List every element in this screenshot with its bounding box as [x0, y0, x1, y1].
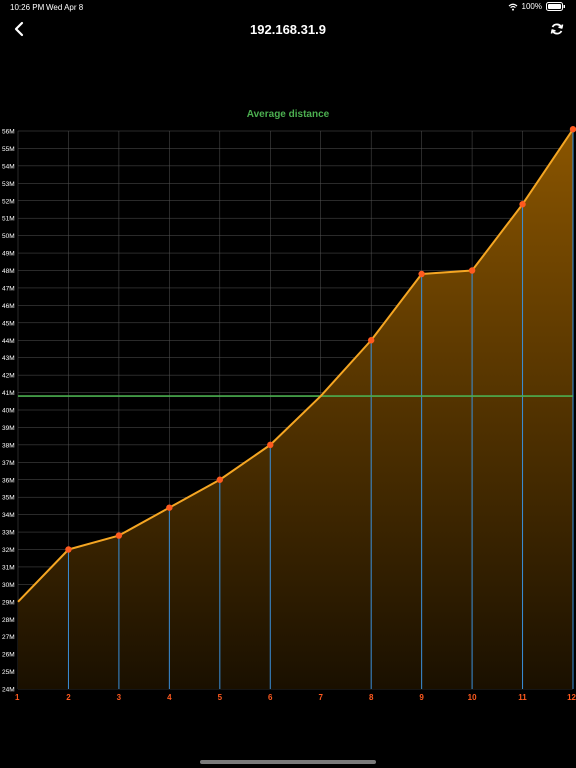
y-tick-label: 41M [2, 390, 15, 397]
y-tick-label: 54M [2, 163, 15, 170]
y-axis-ticks: 24M 25M 26M 27M 28M 29M 30M 31M 32M 33M 34M 35M 36M 3… [2, 129, 15, 694]
x-tick-label: 2 [66, 693, 71, 702]
y-tick-label: 34M [2, 512, 15, 519]
y-tick-label: 49M [2, 251, 15, 258]
home-indicator [200, 760, 376, 764]
y-tick-label: 52M [2, 198, 15, 205]
y-tick-label: 32M [2, 547, 15, 554]
y-tick-label: 44M [2, 338, 15, 345]
x-tick-label: 7 [319, 693, 324, 702]
data-point [569, 126, 576, 133]
y-tick-label: 39M [2, 425, 15, 432]
battery-percent: 100% [521, 2, 542, 11]
data-point [115, 532, 123, 539]
y-tick-label: 37M [2, 460, 15, 467]
series-line [17, 128, 574, 603]
x-tick-label: 6 [268, 693, 273, 702]
status-bar: 10:26 PM Wed Apr 8 100% [0, 0, 576, 16]
refresh-button[interactable] [546, 20, 568, 42]
back-button[interactable] [8, 20, 30, 42]
chart-series-line [17, 128, 574, 603]
data-point [216, 476, 224, 483]
y-tick-label: 56M [2, 129, 15, 136]
x-tick-label: 12 [567, 693, 576, 702]
data-point [468, 267, 476, 274]
y-tick-label: 47M [2, 285, 15, 292]
nav-bar: 192.168.31.9 [0, 16, 576, 46]
y-tick-label: 36M [2, 477, 15, 484]
x-tick-label: 9 [419, 693, 424, 702]
data-point [267, 441, 274, 449]
y-tick-label: 42M [2, 373, 15, 380]
page-title: 192.168.31.9 [250, 22, 326, 37]
y-tick-label: 46M [2, 303, 15, 310]
distance-chart: Average distance 24M25M26M27M28M29M30M31… [2, 109, 576, 702]
area-fill [18, 129, 573, 690]
x-tick-label: 3 [117, 693, 122, 702]
data-point [418, 270, 425, 278]
y-tick-label: 50M [2, 233, 15, 240]
battery-icon [546, 2, 566, 11]
y-tick-label: 25M [2, 669, 15, 676]
refresh-icon [550, 22, 564, 41]
y-tick-label: 35M [2, 495, 15, 502]
y-tick-label: 43M [2, 355, 15, 362]
y-tick-label: 29M [2, 599, 15, 606]
y-tick-label: 48M [2, 268, 15, 275]
x-tick-label: 1 [15, 693, 20, 702]
status-date: Wed Apr 8 [46, 3, 84, 12]
y-tick-label: 55M [2, 146, 15, 153]
y-tick-label: 33M [2, 530, 15, 537]
data-point [519, 201, 526, 208]
y-tick-label: 30M [2, 582, 15, 589]
status-time: 10:26 PM [10, 3, 45, 12]
y-tick-label: 40M [2, 408, 15, 415]
y-tick-label: 53M [2, 181, 15, 188]
y-tick-label: 27M [2, 634, 15, 641]
x-tick-label: 4 [167, 693, 172, 702]
chart-title: Average distance [247, 109, 330, 120]
x-tick-label: 8 [369, 693, 374, 702]
data-point [367, 337, 375, 344]
status-right: 100% [508, 2, 566, 11]
x-axis-ticks: 1 2 3 4 5 6 7 8 9 10 11 12 [15, 693, 576, 702]
y-tick-label: 45M [2, 320, 15, 327]
data-point [65, 546, 72, 553]
chart-points [65, 126, 576, 553]
y-tick-label: 24M [2, 687, 15, 694]
x-tick-label: 10 [468, 693, 477, 702]
y-tick-label: 28M [2, 617, 15, 624]
y-tick-label: 38M [2, 442, 15, 449]
y-tick-label: 31M [2, 564, 15, 571]
wifi-icon [508, 3, 518, 11]
chevron-left-icon [13, 21, 25, 42]
y-tick-label: 51M [2, 216, 15, 223]
chart-drop-lines [67, 129, 574, 689]
y-tick-label: 26M [2, 652, 15, 659]
x-tick-label: 11 [518, 693, 527, 702]
data-point [166, 504, 173, 511]
x-tick-label: 5 [218, 693, 223, 702]
chart-area [18, 129, 573, 690]
